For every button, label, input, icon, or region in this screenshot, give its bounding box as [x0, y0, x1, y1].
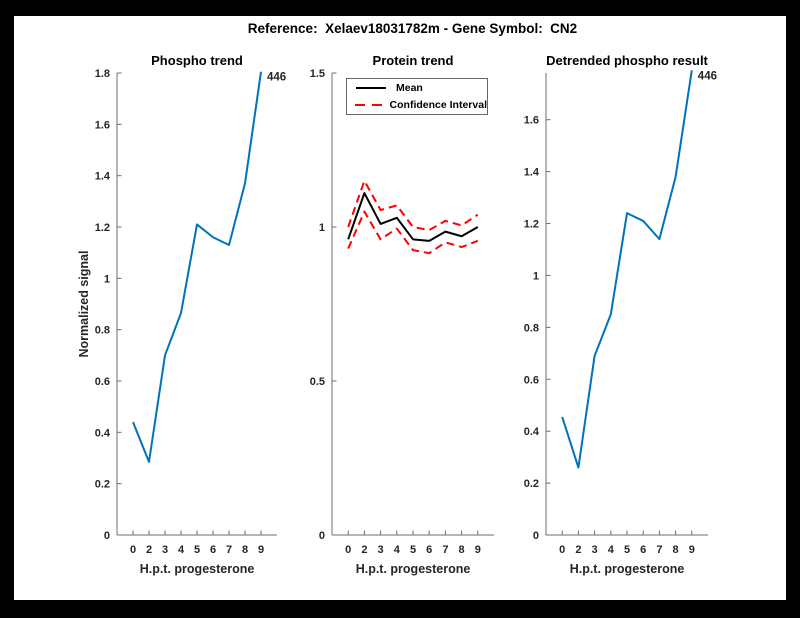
- svg-text:0.2: 0.2: [524, 478, 539, 490]
- svg-text:2: 2: [361, 544, 367, 556]
- svg-text:4: 4: [394, 544, 401, 556]
- subplot-title-phospho-trend: Phospho trend: [151, 53, 243, 68]
- protein-trend-chart: 00.511.50 2 3 4 5 6 7 8 9: [310, 68, 494, 556]
- svg-text:1.6: 1.6: [95, 119, 110, 131]
- subplot-title-detrended-phospho: Detrended phospho result: [546, 53, 708, 68]
- x-axis-label-phospho: H.p.t. progesterone: [139, 562, 255, 576]
- confidence-interval-line-icon: [355, 103, 383, 106]
- svg-text:0.6: 0.6: [95, 376, 110, 388]
- svg-text:4: 4: [608, 544, 615, 556]
- svg-text:9: 9: [689, 544, 695, 556]
- subplot-title-protein-trend: Protein trend: [372, 53, 454, 68]
- svg-text:0: 0: [319, 530, 325, 542]
- svg-text:2: 2: [146, 544, 152, 556]
- legend-entry-confidence-interval: Confidence Interval: [353, 98, 487, 112]
- svg-text:1.5: 1.5: [310, 68, 325, 80]
- svg-text:0.2: 0.2: [95, 479, 110, 491]
- svg-text:0: 0: [104, 530, 110, 542]
- svg-text:1: 1: [533, 270, 539, 282]
- mean-line-icon: [356, 87, 386, 90]
- svg-text:0.8: 0.8: [524, 322, 539, 334]
- svg-text:8: 8: [242, 544, 248, 556]
- svg-text:7: 7: [442, 544, 448, 556]
- svg-text:6: 6: [426, 544, 432, 556]
- svg-text:0.5: 0.5: [310, 376, 325, 388]
- svg-text:0: 0: [533, 530, 539, 542]
- svg-text:1.4: 1.4: [95, 171, 111, 183]
- svg-text:0: 0: [130, 544, 136, 556]
- svg-text:0.8: 0.8: [95, 325, 110, 337]
- svg-text:5: 5: [194, 544, 200, 556]
- svg-text:0: 0: [345, 544, 351, 556]
- svg-text:5: 5: [410, 544, 416, 556]
- svg-text:0: 0: [559, 544, 565, 556]
- legend-label-confidence-interval: Confidence Interval: [389, 98, 487, 111]
- svg-text:8: 8: [459, 544, 465, 556]
- svg-text:7: 7: [656, 544, 662, 556]
- figure-title: Reference: Xelaev18031782m - Gene Symbol…: [247, 21, 578, 36]
- svg-text:1.2: 1.2: [524, 219, 539, 231]
- svg-text:3: 3: [592, 544, 598, 556]
- svg-text:1: 1: [319, 222, 325, 234]
- svg-text:446: 446: [698, 70, 717, 82]
- svg-text:0.6: 0.6: [524, 374, 539, 386]
- svg-text:6: 6: [210, 544, 216, 556]
- svg-text:3: 3: [162, 544, 168, 556]
- svg-text:446: 446: [267, 72, 286, 84]
- svg-text:1.6: 1.6: [524, 115, 539, 127]
- svg-text:0.4: 0.4: [524, 426, 540, 438]
- y-axis-label: Normalized signal: [77, 250, 91, 358]
- svg-text:1.2: 1.2: [95, 222, 110, 234]
- legend: Mean Confidence Interval: [346, 78, 488, 115]
- svg-text:6: 6: [640, 544, 646, 556]
- svg-text:4: 4: [178, 544, 185, 556]
- legend-label-mean: Mean: [396, 82, 423, 95]
- svg-text:0.4: 0.4: [95, 427, 111, 439]
- svg-text:3: 3: [378, 544, 384, 556]
- svg-text:1.4: 1.4: [524, 167, 540, 179]
- legend-entry-mean: Mean: [353, 81, 487, 95]
- svg-text:2: 2: [575, 544, 581, 556]
- svg-text:9: 9: [258, 544, 264, 556]
- svg-text:5: 5: [624, 544, 630, 556]
- x-axis-label-protein: H.p.t. progesterone: [355, 562, 471, 576]
- svg-text:9: 9: [475, 544, 481, 556]
- svg-text:8: 8: [673, 544, 679, 556]
- svg-text:1.8: 1.8: [95, 68, 110, 80]
- svg-text:7: 7: [226, 544, 232, 556]
- x-axis-label-detrended: H.p.t. progesterone: [569, 562, 685, 576]
- svg-text:1: 1: [104, 273, 110, 285]
- figure-canvas: Reference: Xelaev18031782m - Gene Symbol…: [14, 16, 786, 600]
